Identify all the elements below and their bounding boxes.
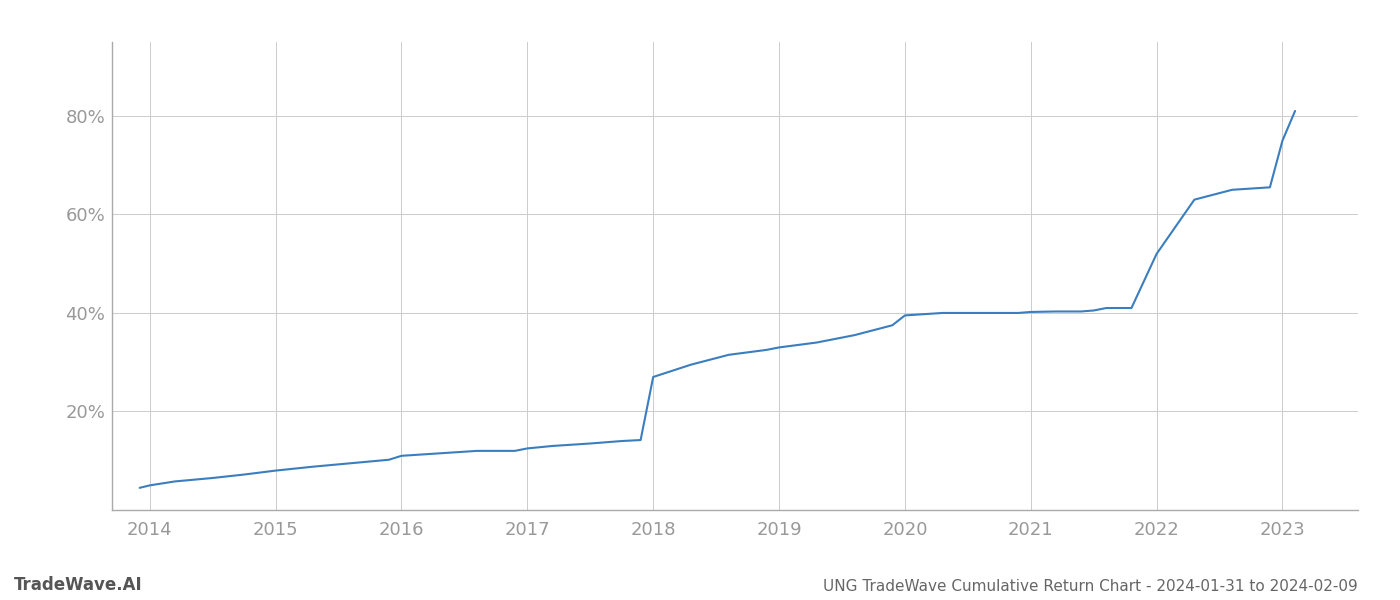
Text: TradeWave.AI: TradeWave.AI <box>14 576 143 594</box>
Text: UNG TradeWave Cumulative Return Chart - 2024-01-31 to 2024-02-09: UNG TradeWave Cumulative Return Chart - … <box>823 579 1358 594</box>
